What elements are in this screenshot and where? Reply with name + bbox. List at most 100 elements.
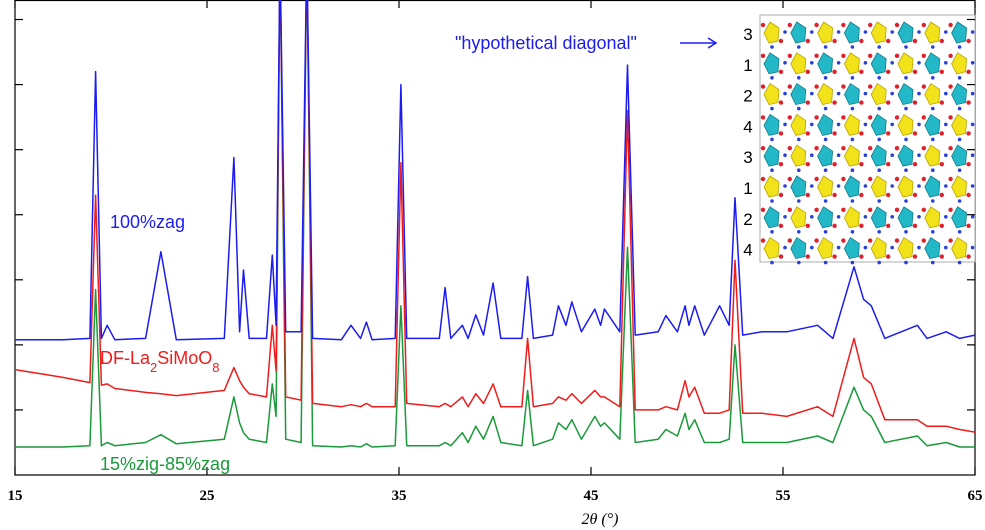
atom xyxy=(970,153,975,157)
atom xyxy=(917,215,921,219)
atom xyxy=(859,131,864,136)
atom xyxy=(957,137,962,142)
atom xyxy=(832,254,837,259)
atom xyxy=(850,106,855,111)
atom xyxy=(939,223,944,228)
label-part: DF-La xyxy=(100,348,151,368)
label-part: 8 xyxy=(212,360,219,375)
atom xyxy=(877,199,881,203)
atom xyxy=(921,84,926,89)
polyhedron xyxy=(924,175,941,198)
atom xyxy=(832,192,837,198)
polyhedron xyxy=(924,206,941,229)
atom xyxy=(787,84,792,89)
x-tick-label: 25 xyxy=(200,488,215,504)
atom xyxy=(778,162,784,167)
polyhedron xyxy=(870,52,887,75)
x-tick-label: 35 xyxy=(392,488,407,504)
atom xyxy=(904,260,908,265)
polyhedron xyxy=(790,237,807,260)
atom xyxy=(944,122,948,127)
polyhedron xyxy=(951,113,968,136)
atom xyxy=(877,76,881,80)
atom xyxy=(760,22,766,28)
atom xyxy=(783,184,787,188)
polyhedron xyxy=(924,113,941,136)
atom xyxy=(970,215,975,219)
atom xyxy=(859,223,864,228)
atom xyxy=(836,122,841,127)
polyhedron xyxy=(897,144,914,167)
atom xyxy=(912,192,918,198)
atom xyxy=(890,184,894,188)
polyhedron xyxy=(870,144,887,167)
atom xyxy=(783,215,787,219)
atom xyxy=(912,100,918,105)
atom xyxy=(939,69,944,75)
atom xyxy=(810,153,814,157)
atom xyxy=(805,223,810,228)
atom xyxy=(904,106,908,111)
polyhedron xyxy=(924,52,941,75)
polyhedron xyxy=(790,175,807,198)
atom xyxy=(770,168,774,172)
polyhedron xyxy=(870,113,887,136)
atom xyxy=(823,137,828,142)
label-part: SiMoO xyxy=(157,348,212,368)
atom xyxy=(957,76,962,80)
polyhedron xyxy=(817,83,834,106)
atom xyxy=(966,69,971,75)
atom xyxy=(810,91,814,96)
atom xyxy=(886,192,891,198)
atom xyxy=(787,238,792,243)
atom xyxy=(770,260,774,265)
polyhedron xyxy=(897,21,914,44)
atom xyxy=(836,215,841,219)
atom xyxy=(863,215,868,219)
atom xyxy=(931,230,935,234)
atom xyxy=(859,254,864,259)
atom xyxy=(917,184,921,188)
atom xyxy=(904,230,908,234)
atom xyxy=(787,146,792,151)
inset-row-label: 4 xyxy=(743,117,752,136)
atom xyxy=(859,162,864,167)
atom xyxy=(814,207,819,212)
label-part: 2 xyxy=(150,360,157,375)
arrow-head xyxy=(707,37,718,49)
atom xyxy=(894,146,900,151)
atom xyxy=(823,230,828,234)
atom xyxy=(859,100,864,105)
atom xyxy=(931,168,935,172)
polyhedron xyxy=(924,237,941,260)
atom xyxy=(877,230,881,234)
polyhedron xyxy=(817,113,834,136)
inset-row-label: 1 xyxy=(743,179,752,198)
atom xyxy=(886,100,891,105)
atom xyxy=(850,168,855,172)
atom xyxy=(957,106,962,111)
polyhedron xyxy=(951,144,968,167)
atom xyxy=(778,254,784,259)
atom xyxy=(863,122,868,127)
atom xyxy=(787,176,792,182)
inset-row-label: 2 xyxy=(743,210,752,229)
atom xyxy=(760,146,766,151)
polyhedron xyxy=(763,175,780,198)
series-line xyxy=(15,0,975,433)
atom xyxy=(841,146,846,151)
atom xyxy=(836,245,841,250)
polyhedron xyxy=(817,52,834,75)
atom xyxy=(823,168,828,172)
atom xyxy=(810,245,814,250)
atom xyxy=(921,238,926,243)
polyhedron xyxy=(870,206,887,229)
atom xyxy=(904,76,908,80)
polyhedron xyxy=(763,237,780,260)
atom xyxy=(770,199,774,203)
atom xyxy=(810,61,814,65)
atom xyxy=(805,162,810,167)
atom xyxy=(787,53,792,58)
atom xyxy=(966,223,971,228)
